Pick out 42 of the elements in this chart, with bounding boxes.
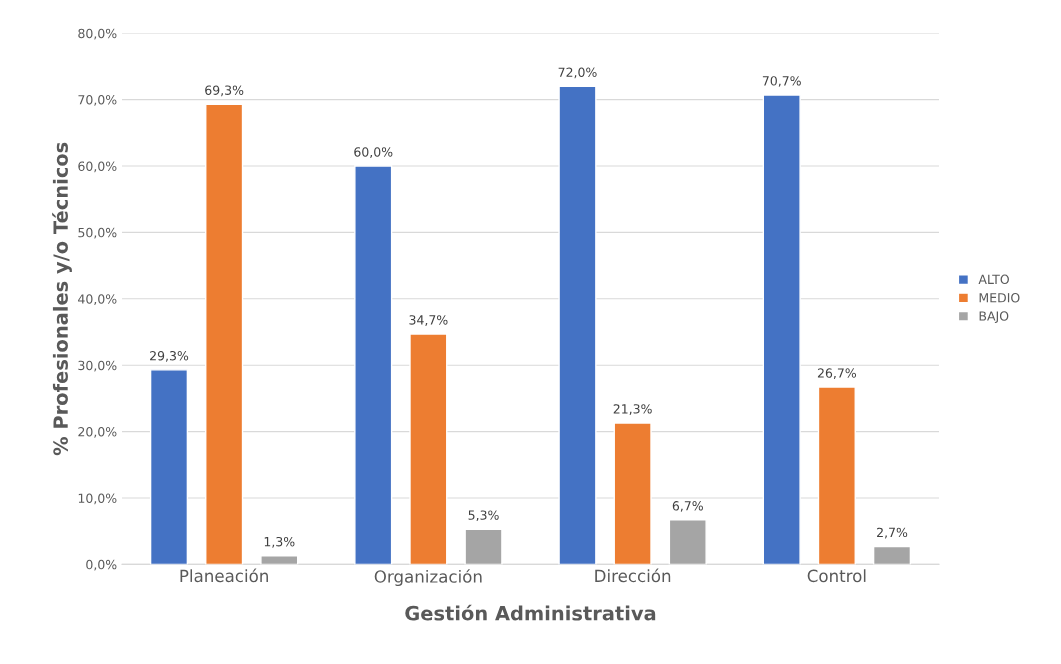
y-tick-label: 40,0% — [78, 294, 117, 305]
bar — [354, 165, 393, 565]
y-tick-label: 20,0% — [78, 427, 117, 438]
legend-label: MEDIO — [979, 292, 1020, 303]
data-label: 26,7% — [817, 368, 857, 380]
x-axis-title: Gestión Administrativa — [405, 604, 656, 621]
bar — [464, 528, 503, 565]
data-label: 69,3% — [205, 85, 244, 97]
bar — [668, 519, 707, 565]
data-label: 34,7% — [409, 315, 448, 326]
y-tick-label: 0,0% — [86, 559, 117, 571]
bar — [205, 103, 244, 565]
bar — [817, 386, 856, 565]
data-label: 72,0% — [558, 67, 597, 79]
data-label: 6,7% — [672, 501, 703, 512]
y-tick-label: 30,0% — [78, 360, 117, 372]
x-tick-label: Planeación — [180, 568, 268, 583]
legend-label: ALTO — [978, 274, 1009, 285]
bar — [558, 85, 597, 565]
data-label: 2,7% — [877, 527, 908, 539]
legend-label: BAJO — [979, 311, 1009, 324]
data-label: 21,3% — [613, 404, 652, 415]
data-label: 1,3% — [264, 536, 295, 548]
x-tick-label: Organización — [374, 569, 482, 587]
data-label: 29,3% — [150, 351, 189, 362]
y-tick-label: 50,0% — [78, 227, 117, 239]
bar — [409, 333, 448, 565]
x-tick-label: Dirección — [595, 568, 671, 583]
bar — [872, 545, 912, 565]
y-tick-label: 60,0% — [78, 161, 117, 173]
data-label: 70,7% — [762, 76, 801, 87]
y-tick-label: 80,0% — [78, 28, 117, 40]
bar — [613, 422, 652, 565]
y-axis-title: % Profesionales y/o Técnicos — [52, 142, 72, 456]
bar — [260, 555, 299, 565]
data-label: 5,3% — [468, 510, 499, 522]
x-tick-label: Control — [807, 569, 866, 583]
data-label: 60,0% — [354, 147, 393, 158]
y-tick-label: 70,0% — [78, 95, 117, 106]
bar — [149, 369, 189, 565]
bar — [762, 94, 801, 565]
y-tick-label: 10,0% — [78, 493, 117, 505]
